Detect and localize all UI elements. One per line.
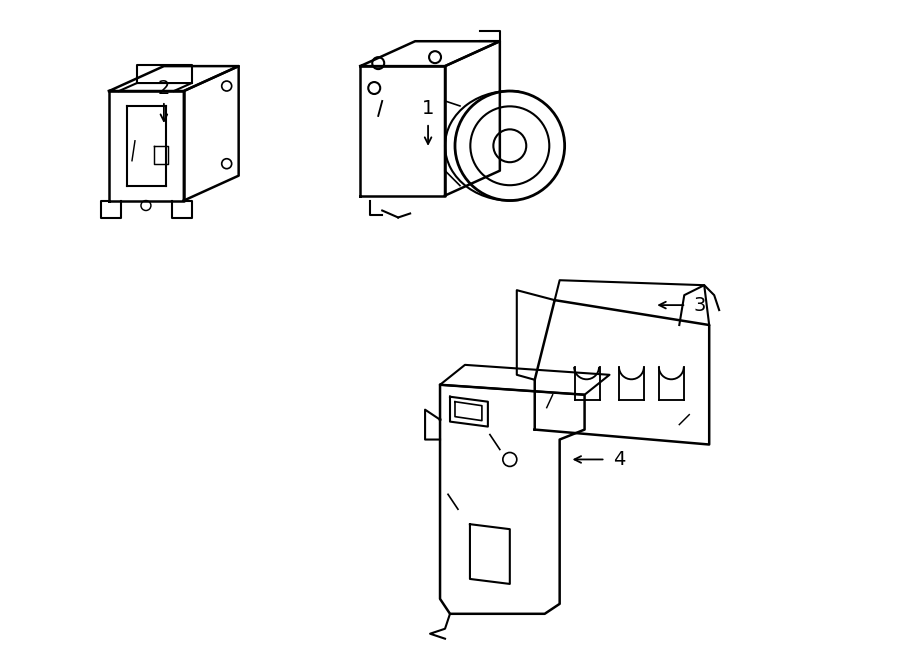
Text: 1: 1 xyxy=(422,99,435,118)
Text: 3: 3 xyxy=(693,295,706,315)
Text: 2: 2 xyxy=(158,79,170,98)
Text: 4: 4 xyxy=(613,450,626,469)
